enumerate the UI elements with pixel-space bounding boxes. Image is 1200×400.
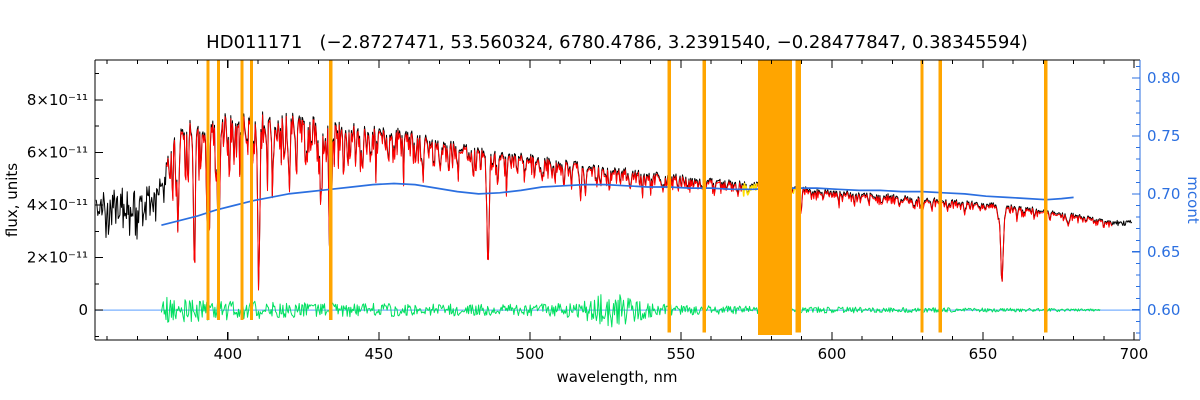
- mask-band: [920, 60, 924, 333]
- x-axis-label: wavelength, nm: [556, 368, 677, 386]
- y-right-tick-label: 0.80: [1147, 69, 1180, 87]
- y-right-tick-label: 0.60: [1147, 301, 1180, 319]
- highlight-segment: [792, 187, 797, 194]
- y-right-tick-label: 0.70: [1147, 185, 1180, 203]
- model-spectrum-series: [165, 114, 1113, 291]
- x-tick-label: 700: [1120, 345, 1149, 363]
- y-axis-label-left: flux, units: [3, 163, 21, 237]
- mask-band: [938, 60, 942, 333]
- x-tick-label: 450: [365, 345, 394, 363]
- mask-band: [216, 60, 221, 320]
- y-left-tick-label: 2×10⁻¹¹: [27, 249, 88, 267]
- x-tick-label: 500: [516, 345, 545, 363]
- mask-band: [702, 60, 706, 333]
- plot-title: HD011171 (−2.8727471, 53.560324, 6780.47…: [206, 32, 1028, 53]
- y-left-tick-label: 4×10⁻¹¹: [27, 196, 88, 214]
- x-tick-label: 600: [818, 345, 847, 363]
- residual-series: [160, 294, 1101, 328]
- mask-band: [1044, 60, 1048, 333]
- y-left-tick-label: 0: [78, 301, 88, 319]
- mask-band: [757, 60, 792, 335]
- axes: 400 450 500 550 600 650 700 0 2×10⁻¹¹ 4×10⁻¹¹ 6×10…: [27, 59, 1180, 363]
- x-tick-label: 400: [214, 345, 243, 363]
- y-left-tick-label: 8×10⁻¹¹: [27, 91, 88, 109]
- chart-layers: 400 450 500 550 600 650 700 0 2×10⁻¹¹ 4×10⁻¹¹ 6×10…: [27, 59, 1180, 363]
- mcont-curve: [161, 182, 1074, 227]
- x-tick-label: 550: [667, 345, 696, 363]
- y-right-tick-label: 0.65: [1147, 243, 1180, 261]
- mask-band: [795, 60, 802, 333]
- x-tick-label: 650: [969, 345, 998, 363]
- mask-band: [240, 60, 244, 320]
- mask-band: [250, 60, 254, 320]
- y-right-tick-label: 0.75: [1147, 127, 1180, 145]
- mask-band: [667, 60, 671, 333]
- y-axis-label-right: mcont: [1184, 176, 1200, 224]
- mask-band: [328, 60, 333, 320]
- y-left-tick-label: 6×10⁻¹¹: [27, 143, 88, 161]
- mask-band: [206, 60, 210, 320]
